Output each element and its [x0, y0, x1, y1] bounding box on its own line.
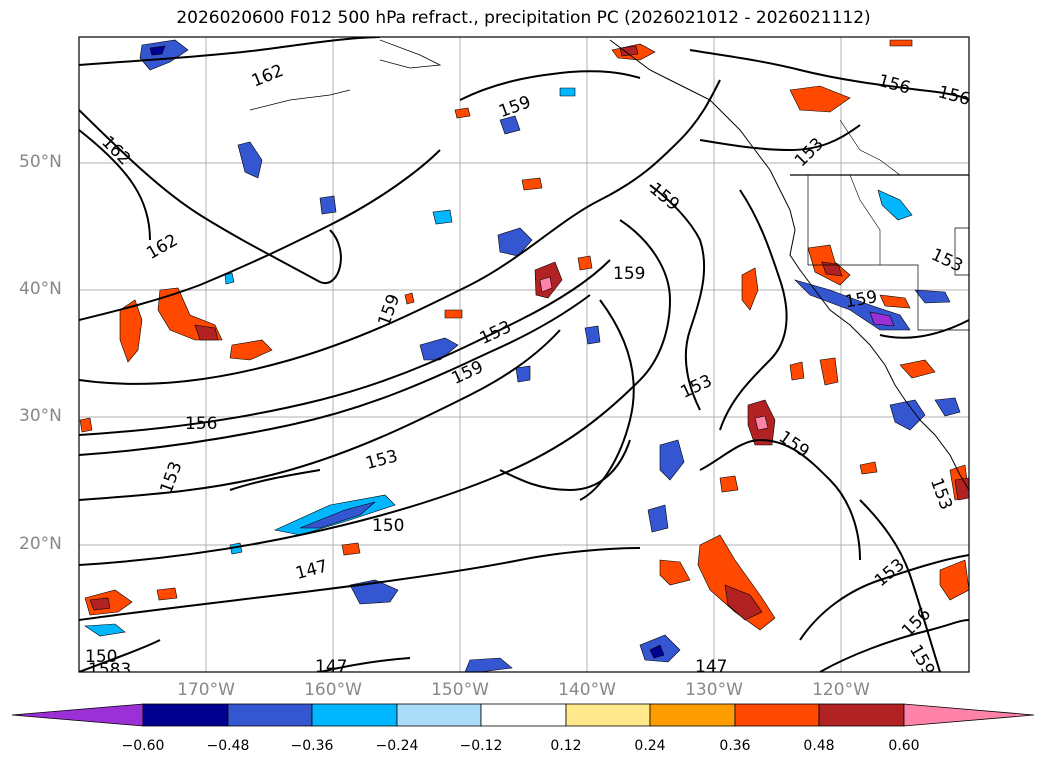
- colorbar-segment: [311, 703, 398, 727]
- precip-positive-patches: [79, 39, 969, 631]
- colorbar-segment: [480, 703, 567, 727]
- latitude-label: 50°N: [19, 152, 62, 172]
- longitude-label: 150°W: [431, 680, 489, 700]
- colorbar-tick-label: −0.60: [121, 738, 165, 754]
- colorbar-segment: [734, 703, 820, 727]
- map-plot-area: 162 162 162 159 159 159 159 159 159 159 …: [79, 37, 969, 680]
- colorbar-segment: [818, 703, 905, 727]
- colorbar: [11, 703, 1035, 727]
- contour-label: 147: [315, 657, 347, 677]
- contour-label: 156: [185, 414, 217, 434]
- longitude-label: 130°W: [685, 680, 743, 700]
- refractivity-contours: [79, 37, 969, 672]
- colorbar-tick-label: −0.48: [206, 738, 250, 754]
- colorbar-tick-label: 0.60: [888, 738, 920, 754]
- colorbar-segment: [227, 703, 313, 727]
- contour-label: 150: [372, 516, 404, 536]
- precip-negative-patches: [84, 39, 961, 672]
- coastlines: [249, 39, 969, 491]
- contour-label: 159: [613, 264, 645, 284]
- colorbar-tick-label: 0.12: [550, 738, 582, 754]
- colorbar-tick-label: 0.24: [634, 738, 666, 754]
- map-title: 2026020600 F012 500 hPa refract., precip…: [176, 8, 871, 28]
- latitude-label: 30°N: [19, 406, 62, 426]
- longitude-label: 120°W: [812, 680, 870, 700]
- colorbar-tick-label: −0.36: [290, 738, 334, 754]
- contour-label: 147: [695, 657, 727, 677]
- colorbar-tick-label: −0.12: [459, 738, 503, 754]
- latitude-label: 20°N: [19, 534, 62, 554]
- colorbar-segment: [396, 703, 482, 727]
- latitude-label: 40°N: [19, 279, 62, 299]
- colorbar-segment: [142, 703, 229, 727]
- colorbar-tick-label: 0.36: [719, 738, 751, 754]
- colorbar-extend-high: [903, 703, 1035, 727]
- colorbar-tick-label: −0.24: [375, 738, 419, 754]
- longitude-label: 170°W: [177, 680, 235, 700]
- colorbar-segment: [565, 703, 651, 727]
- longitude-label: 140°W: [558, 680, 616, 700]
- colorbar-tick-label: 0.48: [803, 738, 835, 754]
- contour-label: 150: [85, 647, 117, 667]
- plot-frame: [78, 36, 970, 673]
- colorbar-extend-low: [11, 703, 144, 727]
- colorbar-segment: [649, 703, 736, 727]
- longitude-label: 160°W: [304, 680, 362, 700]
- contour-label: 1583: [88, 660, 131, 680]
